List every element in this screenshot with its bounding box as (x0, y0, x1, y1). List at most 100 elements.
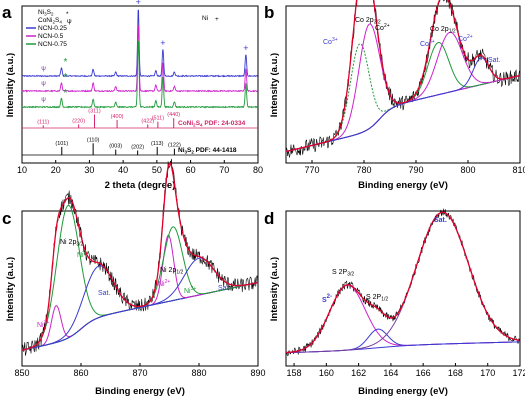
x-tick-label: 800 (460, 165, 475, 175)
panel-c-ylabel: Intensity (a.u.) (5, 257, 16, 321)
ann-s2p32: S 2P3/2 (332, 269, 354, 278)
fit-component-peak (285, 31, 520, 153)
ref-stick-label: (422) (141, 118, 154, 124)
ref-stick-label: (202) (131, 145, 144, 151)
panel-c-plot (21, 158, 259, 356)
ann-ni2p12: Ni 2p1/2 (160, 267, 184, 276)
panel-a-legend: Ni3S2 * CoNi2S4 ψ NCN-0.25 NCN-0.5 NCN-0… (26, 9, 219, 48)
fit-envelope (285, 0, 520, 153)
star-peak-marker: * (63, 57, 67, 68)
panel-b-xlabel: Binding energy (eV) (358, 180, 448, 191)
ann-co2p32: Co 2p3/2 (355, 17, 381, 26)
ref-stick-label: (311) (88, 109, 101, 115)
x-tick-label: 60 (186, 165, 196, 175)
psi-peak-marker: ψ (41, 96, 46, 103)
ann-sat-c2: Sat. (218, 285, 231, 292)
legend-ni3s2: Ni3S2 (38, 9, 54, 17)
legend-ni: Ni (202, 15, 208, 22)
panel-b-frame (285, 5, 521, 164)
panel-a-ylabel: Intensity (a.u.) (5, 53, 16, 117)
panel-c-label: c (2, 209, 11, 228)
panel-a-reference-cards: (111) (220)(311) (400) (422)(511)(440) (101)… (22, 109, 258, 156)
legend-ncn025: NCN-0.25 (38, 25, 67, 32)
panel-b-x-ticks: 770 780 790 800 810 (304, 160, 525, 175)
panel-a-xlabel: 2 theta (degree) (105, 180, 176, 191)
ann-ni2-b: Ni2+ (158, 279, 170, 288)
x-tick-label: 770 (304, 165, 319, 175)
ann-ni2p32: Ni 2p3/2 (60, 239, 84, 248)
x-tick-label: 20 (51, 165, 61, 175)
ann-ni3-a: Ni3+ (37, 320, 49, 329)
x-tick-label: 164 (383, 368, 398, 378)
panel-b-plot (285, 0, 521, 159)
pdf-ni3s2: Ni3S2 PDF: 44-1418 (178, 147, 237, 155)
ann-sat-d: Sat. (434, 217, 447, 224)
panel-a-x-ticks: 10 20 30 40 50 60 70 80 (17, 160, 263, 175)
x-tick-label: 890 (250, 368, 265, 378)
x-tick-label: 780 (356, 165, 371, 175)
panel-d-frame (285, 210, 521, 367)
panel-d-xlabel: Binding energy (eV) (358, 386, 448, 397)
panel-b-label: b (264, 3, 274, 22)
legend-star-marker: * (66, 11, 69, 18)
panel-c-xlabel: Binding energy (eV) (95, 386, 185, 397)
pdf-coni2s4: CoNi2S4 PDF: 24-0334 (178, 120, 246, 128)
ann-co3-b: Co3+ (420, 39, 435, 48)
star-peak-marker: * (63, 88, 67, 99)
ref-stick-label: (113) (151, 141, 164, 147)
x-tick-label: 860 (73, 368, 88, 378)
legend-ncn075: NCN-0.75 (38, 41, 67, 48)
panel-a-label: a (2, 3, 12, 22)
ann-co2-a: Co2+ (375, 23, 390, 32)
panel-b: b 770 780 790 800 810 Binding energy (eV) In… (264, 0, 525, 191)
ann-sat-c1: Sat. (98, 290, 111, 297)
panel-a-frame (21, 5, 259, 164)
ref-stick-label: (440) (167, 112, 180, 118)
x-tick-label: 10 (17, 165, 27, 175)
ni-peak-marker: + (160, 38, 165, 48)
legend-psi-marker: ψ (67, 18, 72, 25)
ref-stick-label: (122) (168, 143, 181, 149)
panel-c: c 850 860 870 880 890 Binding energy (eV) In… (2, 158, 266, 397)
fit-component-peak (21, 234, 259, 351)
x-tick-label: 810 (512, 165, 525, 175)
x-tick-label: 168 (448, 368, 463, 378)
star-peak-marker: * (63, 72, 67, 83)
x-tick-label: 40 (118, 165, 128, 175)
ann-ni2-a: Ni2+ (77, 250, 89, 259)
panel-d-x-ticks: 158 160 162 164 166 168 170 172 (287, 363, 525, 378)
ref-stick-label: (220) (72, 118, 85, 124)
fit-baseline (21, 282, 259, 351)
xrd-series-NCN-0.5 (21, 24, 259, 93)
x-tick-label: 160 (319, 368, 334, 378)
psi-peak-marker: ψ (41, 80, 46, 87)
x-tick-label: 70 (219, 165, 229, 175)
panel-a-series: *ψ*ψ*ψ+++ (21, 0, 259, 109)
ref-stick-label: (110) (87, 137, 100, 143)
legend-ni-plus: + (215, 16, 219, 23)
ann-co2-b: Co2+ (458, 34, 473, 43)
fit-component-peak (285, 23, 520, 153)
x-tick-label: 850 (14, 368, 29, 378)
x-tick-label: 50 (152, 165, 162, 175)
fit-envelope (285, 211, 520, 354)
x-tick-label: 158 (287, 368, 302, 378)
fit-envelope (21, 162, 259, 351)
raw-spectrum (21, 158, 259, 356)
legend-coni2s4: CoNi2S4 (38, 17, 62, 25)
legend-ncn05: NCN-0.5 (38, 33, 64, 40)
x-tick-label: 172 (512, 368, 525, 378)
raw-spectrum (285, 208, 520, 357)
raw-spectrum (285, 0, 520, 159)
psi-peak-marker: ψ (41, 65, 46, 72)
panel-a: a (111) (220)(311) (400) (422)(511)(440) (10… (2, 0, 263, 191)
ni-peak-marker: + (243, 43, 248, 53)
xrd-series-NCN-0.75 (21, 40, 259, 109)
panel-d-plot (285, 208, 521, 357)
panel-d: d 158 160 162 164 166 168 170 172 Binding energ… (264, 208, 525, 397)
ann-ni3-b: Ni3+ (184, 286, 196, 295)
ref-stick-label: (003) (109, 144, 122, 150)
ann-sat-b: Sat. (488, 57, 501, 64)
x-tick-label: 30 (84, 165, 94, 175)
